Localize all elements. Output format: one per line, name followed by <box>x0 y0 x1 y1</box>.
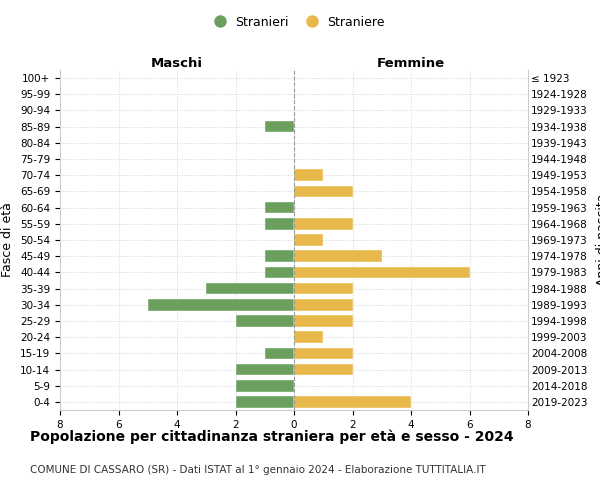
Bar <box>265 250 294 262</box>
Text: COMUNE DI CASSARO (SR) - Dati ISTAT al 1° gennaio 2024 - Elaborazione TUTTITALIA: COMUNE DI CASSARO (SR) - Dati ISTAT al 1… <box>30 465 486 475</box>
Bar <box>294 348 353 359</box>
Bar <box>294 282 353 294</box>
Bar <box>294 299 353 310</box>
Bar <box>265 348 294 359</box>
Bar <box>294 186 353 198</box>
Bar <box>235 380 294 392</box>
Bar <box>294 332 323 343</box>
Bar <box>265 202 294 213</box>
Y-axis label: Anni di nascita: Anni di nascita <box>596 194 600 286</box>
Bar <box>235 396 294 407</box>
Text: Maschi: Maschi <box>151 57 203 70</box>
Bar <box>294 315 353 327</box>
Bar <box>294 218 353 230</box>
Bar <box>265 266 294 278</box>
Bar <box>294 396 411 407</box>
Bar <box>206 282 294 294</box>
Text: Popolazione per cittadinanza straniera per età e sesso - 2024: Popolazione per cittadinanza straniera p… <box>30 430 514 444</box>
Bar <box>235 315 294 327</box>
Text: Femmine: Femmine <box>377 57 445 70</box>
Bar <box>265 218 294 230</box>
Y-axis label: Fasce di età: Fasce di età <box>1 202 14 278</box>
Bar <box>294 250 382 262</box>
Bar <box>294 170 323 181</box>
Bar <box>294 364 353 376</box>
Bar <box>294 266 470 278</box>
Legend: Stranieri, Straniere: Stranieri, Straniere <box>210 11 390 34</box>
Bar <box>294 234 323 246</box>
Bar <box>265 121 294 132</box>
Bar <box>148 299 294 310</box>
Bar <box>235 364 294 376</box>
